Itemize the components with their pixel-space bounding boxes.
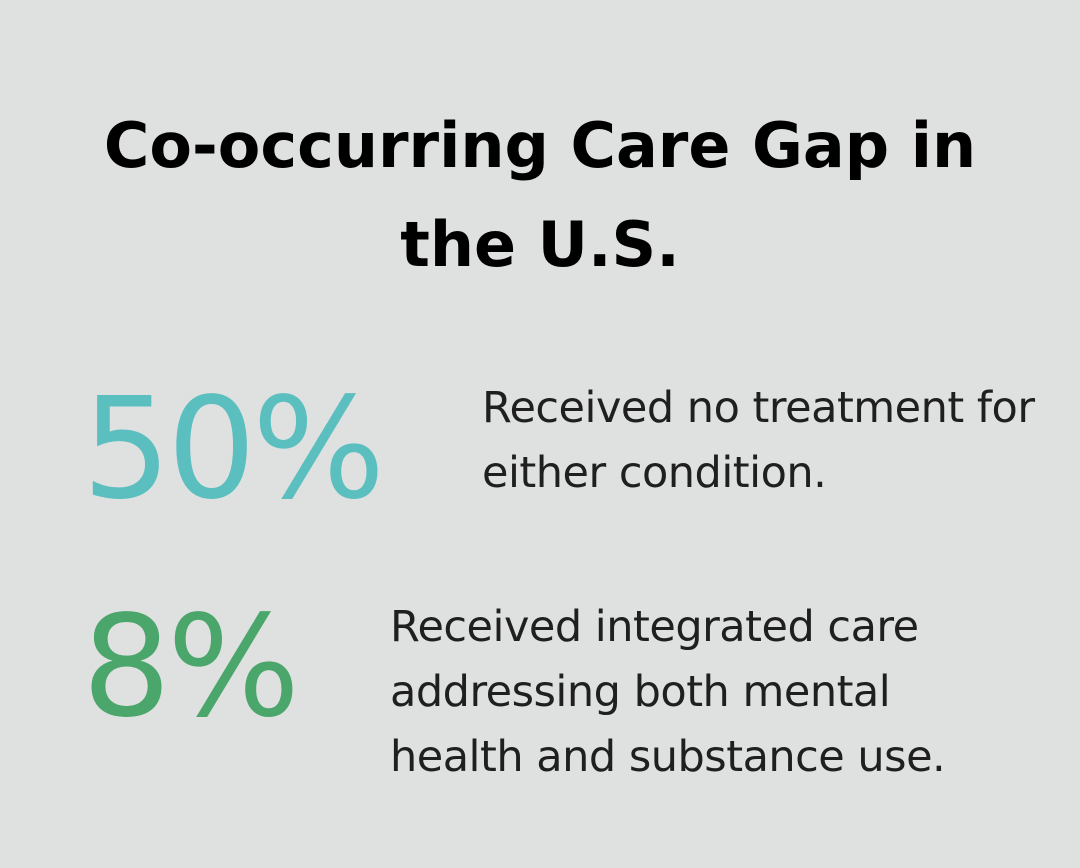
page-title: Co-occurring Care Gap in the U.S. [103, 109, 977, 282]
stat-value-integrated-care: 8% [82, 586, 300, 749]
stat-description-integrated-care: Received integrated care addressing both… [390, 602, 946, 782]
stat-value-no-treatment: 50% [82, 368, 385, 531]
stat-description-no-treatment: Received no treatment for either conditi… [482, 383, 1035, 498]
